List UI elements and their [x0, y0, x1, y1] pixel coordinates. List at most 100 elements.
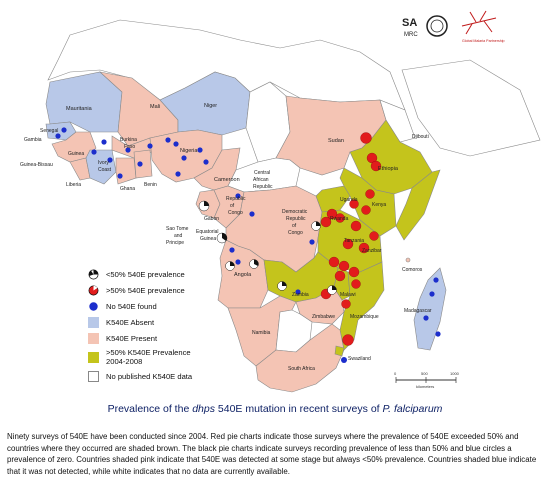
legend-item-olive-fill: >50% K540E Prevalence 2004-2008 — [88, 346, 248, 368]
legend-label: K540E Present — [106, 333, 158, 343]
country-comoros — [405, 257, 411, 263]
legend-label-line2: 2004-2008 — [106, 357, 143, 366]
label-car-3: Republic — [253, 184, 273, 190]
scale-unit: kilometers — [416, 384, 434, 389]
red-pie — [365, 189, 375, 199]
country-labels: Mauritania Mali Niger Senegal Gambia Gui… — [20, 103, 432, 372]
scale-tick-0: 0 — [394, 371, 397, 376]
label-tanzania: Tanzania — [344, 238, 364, 244]
red-pie — [334, 270, 346, 282]
blue-dot — [235, 193, 241, 199]
label-drc-3: of — [292, 223, 297, 229]
olive-swatch — [88, 351, 99, 363]
blue-dot — [117, 173, 123, 179]
country-madagascar — [413, 267, 447, 351]
label-liberia: Liberia — [66, 182, 81, 188]
label-mauritania: Mauritania — [66, 106, 93, 112]
legend-label: >50% K540E Prevalence 2004-2008 — [106, 348, 191, 366]
red-pie — [361, 205, 371, 215]
legend-label: No 540E found — [106, 301, 157, 311]
mosquito-logo — [461, 10, 497, 35]
partner-logo-text: Global Malaria Partnership — [462, 39, 505, 43]
blue-dot — [61, 127, 67, 133]
legend-item-red-pie: >50% 540E prevalence — [88, 282, 248, 298]
label-ghana: Ghana — [120, 186, 135, 192]
red-pie — [338, 260, 350, 272]
label-nigeria: Nigeria — [180, 148, 198, 154]
label-stp-3: Principe — [166, 240, 184, 246]
blue-dot — [435, 331, 441, 337]
label-gambia: Gambia — [24, 137, 42, 143]
red-pie — [342, 334, 354, 346]
africa-map: Mauritania Mali Niger Senegal Gambia Gui… — [20, 10, 541, 393]
legend-label: No published K540E data — [106, 371, 193, 381]
blue-dot — [137, 161, 143, 167]
legend-item-blue-fill: K540E Absent — [88, 314, 248, 330]
label-eqg-1: Equatorial — [196, 229, 219, 235]
legend-item-pink-fill: K540E Present — [88, 330, 248, 346]
map-legend: <50% 540E prevalence >50% 540E prevalenc… — [88, 266, 248, 384]
legend-label: K540E Absent — [106, 317, 155, 327]
label-coast: Coast — [98, 167, 112, 173]
red-pie — [349, 199, 359, 209]
legend-item-blue-dot: No 540E found — [88, 298, 248, 314]
label-drc-2: Republic — [286, 216, 306, 222]
blue-dot — [423, 315, 429, 321]
country-togo-benin — [133, 149, 153, 179]
label-namibia: Namibia — [252, 330, 271, 336]
red-pie — [348, 266, 360, 278]
label-ethiopia: Ethiopia — [378, 166, 399, 172]
country-somalia — [395, 169, 441, 241]
blue-dot — [175, 171, 181, 177]
blue-dot — [309, 239, 315, 245]
country-shapes — [45, 19, 541, 393]
red-pie — [369, 231, 379, 241]
label-guinea: Guinea — [68, 151, 84, 157]
label-comoros: Comoros — [402, 267, 423, 273]
red-pie — [328, 256, 340, 268]
blue-dot — [235, 259, 241, 265]
label-drc-4: Congo — [288, 230, 303, 236]
blue-swatch — [88, 316, 99, 328]
red-pie — [320, 216, 332, 228]
label-angola: Angola — [234, 272, 252, 278]
logos: SA MRC Global Malaria Partnership — [402, 10, 505, 43]
label-car-2: African — [253, 177, 269, 183]
label-mozambique: Mozambique — [350, 314, 379, 320]
legend-item-white-fill: No published K540E data — [88, 368, 248, 384]
blue-dot — [433, 277, 439, 283]
legend-item-black-pie: <50% 540E prevalence — [88, 266, 248, 282]
scale-tick-1000: 1000 — [450, 371, 460, 376]
black-pie — [198, 200, 210, 212]
red-pie — [326, 208, 338, 220]
legend-label-line1: >50% K540E Prevalence — [106, 348, 191, 357]
label-guinea-bissau: Guinea-Bissau — [20, 162, 53, 168]
red-pie-icon — [88, 285, 99, 295]
label-rwanda: Rwanda — [330, 216, 349, 222]
red-pie — [360, 132, 372, 144]
country-south-africa — [255, 323, 345, 393]
blue-dot — [429, 291, 435, 297]
title-part: 540E mutation in recent surveys of — [214, 403, 383, 415]
blue-dot — [101, 139, 107, 145]
label-madagascar: Madagascar — [404, 308, 432, 314]
label-stp-1: Sao Tome — [166, 226, 189, 232]
country-guinea — [51, 131, 97, 163]
label-djibouti: Djibouti — [412, 134, 429, 140]
label-mali: Mali — [150, 104, 160, 110]
legend-label: >50% 540E prevalence — [106, 285, 185, 295]
black-pie — [216, 232, 228, 244]
red-pie-markers — [320, 132, 382, 346]
map-description: Ninety surveys of 540E have been conduct… — [7, 432, 537, 476]
label-car-1: Central — [254, 170, 270, 176]
blue-dot — [107, 157, 113, 163]
black-pie-icon — [88, 269, 99, 279]
scale-bar: 0 500 1000 kilometers — [394, 371, 460, 389]
black-pie — [327, 285, 337, 295]
title-part: Prevalence of the — [107, 403, 193, 415]
mrc-logo-mark: SA — [402, 17, 417, 29]
red-pie — [370, 160, 382, 172]
label-faso: Faso — [124, 144, 135, 150]
country-swaziland — [334, 345, 345, 357]
black-pie — [311, 221, 321, 231]
